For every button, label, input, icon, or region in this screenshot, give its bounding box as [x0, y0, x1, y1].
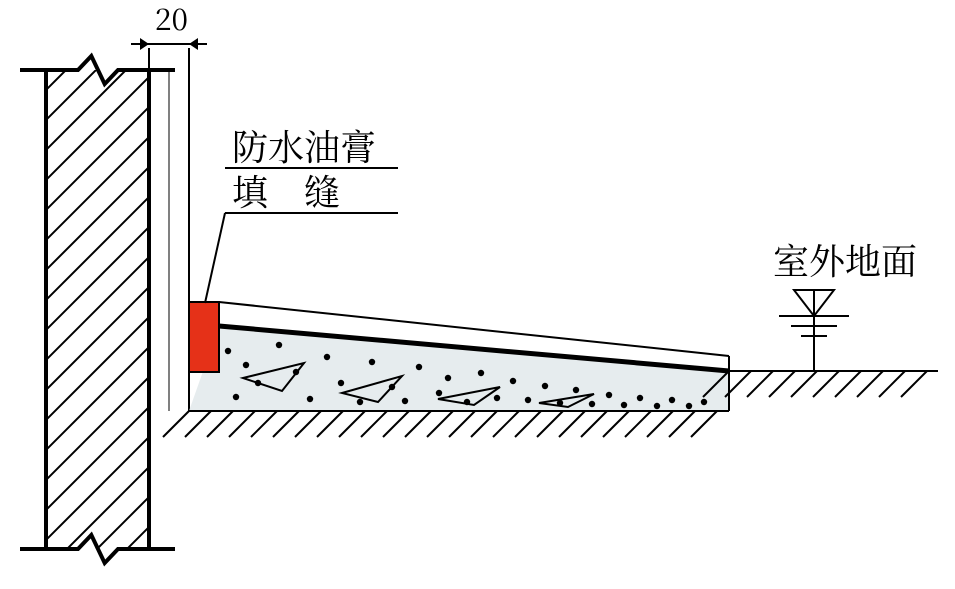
ground-hatch	[163, 411, 717, 437]
wall-break-line	[20, 56, 175, 84]
dim-arrow	[189, 38, 198, 50]
label-outdoor-ground: 室外地面	[773, 234, 917, 285]
label-leader	[205, 213, 225, 303]
concrete-fill	[189, 326, 729, 411]
label-sealant-line1: 防水油膏	[232, 120, 376, 171]
label-sealant-line2: 填 缝	[232, 165, 340, 216]
construction-detail-drawing: 20 防水油膏填 缝室外地面	[0, 0, 955, 589]
wall-break-line	[20, 535, 175, 563]
dim-arrow	[140, 38, 149, 50]
wall-hatch	[41, 0, 154, 589]
ground-hatch	[703, 371, 927, 397]
dimension-value: 20	[155, 0, 188, 39]
sealant-block	[189, 302, 219, 372]
